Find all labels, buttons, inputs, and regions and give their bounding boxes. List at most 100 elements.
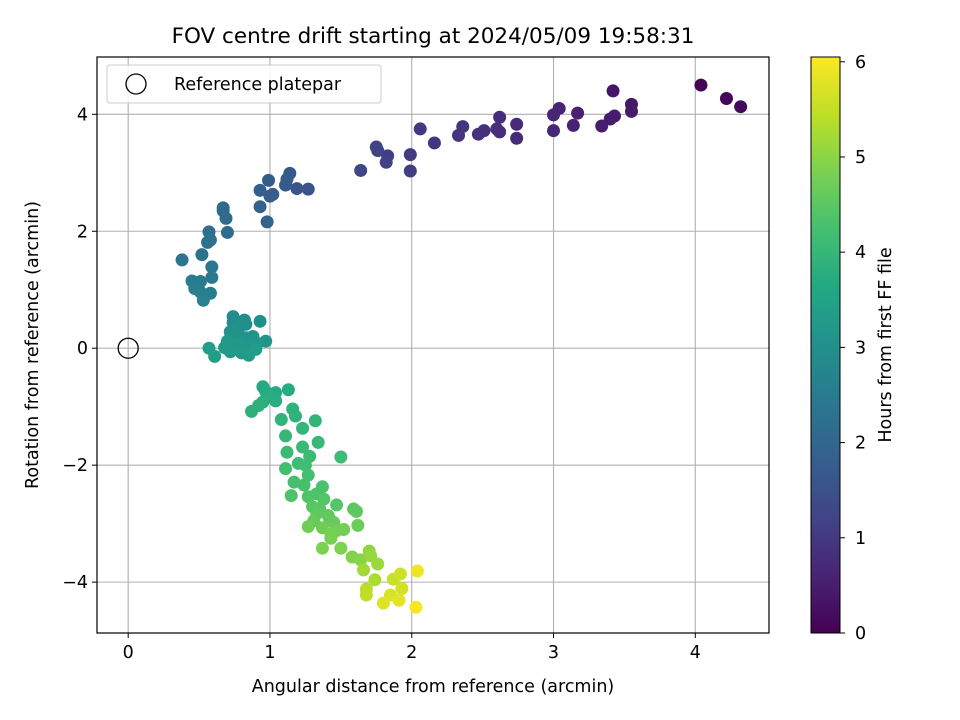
data-point [279, 178, 293, 192]
data-point [284, 489, 298, 503]
data-point [427, 136, 441, 150]
colorbar-tick-label: 6 [855, 53, 866, 73]
data-point [253, 183, 267, 197]
data-point [354, 163, 368, 177]
data-point [315, 541, 329, 555]
data-point [196, 293, 210, 307]
data-point [175, 253, 189, 267]
data-point [308, 414, 322, 428]
x-tick-label: 0 [123, 643, 134, 663]
x-axis-label: Angular distance from reference (arcmin) [252, 677, 615, 697]
data-point [296, 440, 310, 454]
data-point [219, 211, 233, 225]
data-point [205, 270, 219, 284]
data-point [395, 582, 409, 596]
data-point [452, 128, 466, 142]
data-point [296, 421, 310, 435]
data-point [371, 557, 385, 571]
data-point [311, 435, 325, 449]
data-point [334, 450, 348, 464]
data-point [301, 520, 315, 534]
y-tick-label: −2 [62, 456, 88, 476]
data-point [490, 122, 504, 136]
data-point [301, 468, 315, 482]
data-point [351, 518, 365, 532]
legend-entry-label: Reference platepar [174, 75, 342, 95]
colorbar-label: Hours from first FF file [876, 247, 896, 442]
data-point [510, 117, 524, 131]
data-point [349, 504, 363, 518]
data-point [220, 225, 234, 239]
x-tick-label: 1 [264, 643, 275, 663]
data-point [510, 131, 524, 145]
data-point [253, 314, 267, 328]
colorbar-tick-label: 5 [855, 148, 866, 168]
legend: Reference platepar [106, 64, 382, 104]
data-point [547, 108, 561, 122]
data-point [357, 563, 371, 577]
data-point [205, 260, 219, 274]
data-point [566, 118, 580, 132]
data-point [694, 78, 708, 92]
data-point [279, 462, 293, 476]
data-point [253, 200, 267, 214]
legend-box [106, 64, 382, 104]
data-point [403, 164, 417, 178]
x-tick-label: 3 [548, 643, 559, 663]
data-point [376, 596, 390, 610]
y-tick-label: 0 [77, 339, 88, 359]
x-tick-label: 2 [406, 643, 417, 663]
data-point [281, 383, 295, 397]
data-point [719, 92, 733, 106]
data-point [403, 148, 417, 162]
y-tick-label: 2 [77, 222, 88, 242]
data-point [606, 84, 620, 98]
data-point [298, 458, 312, 472]
colorbar-tick-label: 2 [855, 434, 866, 454]
axis-ticks: 0 1 2 3 4 −4 −2 0 2 4 [62, 105, 701, 663]
y-tick-label: −4 [62, 573, 88, 593]
colorbar-tick-label: 1 [855, 529, 866, 549]
colorbar-tick-label: 0 [855, 624, 866, 644]
plot-area-frame [96, 56, 770, 634]
data-point [324, 531, 338, 545]
data-point [260, 215, 274, 229]
data-point [547, 124, 561, 138]
data-point [262, 173, 276, 187]
data-point [413, 122, 427, 136]
data-point [368, 573, 382, 587]
reference-platepar-marker [117, 337, 139, 359]
chart-title: FOV centre drift starting at 2024/05/09 … [172, 24, 695, 49]
data-point [334, 541, 348, 555]
colorbar-tick-label: 4 [855, 243, 866, 263]
data-point [195, 248, 209, 262]
data-point [392, 593, 406, 607]
colorbar: 0 1 2 3 4 5 6 Hours from first FF file [810, 53, 896, 644]
data-point [297, 478, 311, 492]
data-point [379, 155, 393, 169]
y-tick-label: 4 [77, 105, 88, 125]
legend-marker-circle-icon [125, 73, 147, 95]
x-tick-label: 4 [690, 643, 701, 663]
colorbar-tick-label: 3 [855, 338, 866, 358]
data-point [290, 182, 304, 196]
data-point [337, 522, 351, 536]
data-point [245, 404, 259, 418]
data-point [354, 553, 368, 567]
data-point [287, 475, 301, 489]
data-point [409, 600, 423, 614]
data-point [471, 127, 485, 141]
data-point [280, 445, 294, 459]
data-point [301, 182, 315, 196]
data-point [371, 144, 385, 158]
data-point [410, 564, 424, 578]
data-point [279, 429, 293, 443]
data-point [301, 490, 315, 504]
data-point [359, 588, 373, 602]
data-point [595, 119, 609, 133]
data-point [330, 498, 344, 512]
data-point [734, 100, 748, 114]
data-point [274, 413, 288, 427]
data-point [624, 104, 638, 118]
